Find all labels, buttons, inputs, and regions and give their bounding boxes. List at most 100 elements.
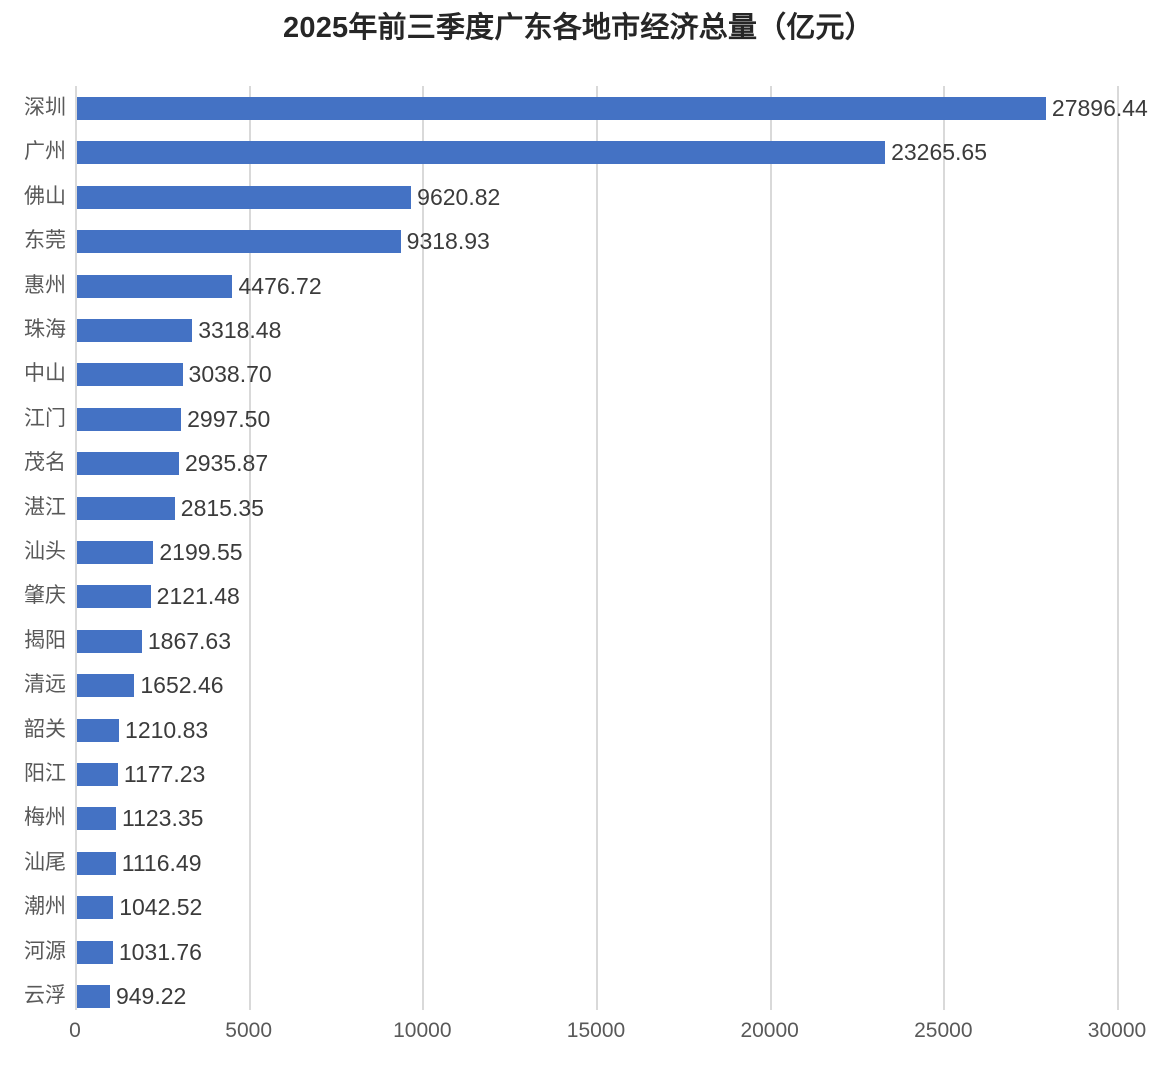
gridline-30000 bbox=[1117, 86, 1119, 1010]
category-label: 广州 bbox=[24, 140, 66, 164]
bar-value-label: 1210.83 bbox=[125, 716, 209, 743]
bar-value-label: 1031.76 bbox=[118, 938, 202, 965]
bar[interactable] bbox=[77, 585, 151, 609]
bar[interactable] bbox=[77, 363, 183, 387]
bar[interactable] bbox=[77, 629, 142, 653]
bar[interactable] bbox=[77, 274, 233, 298]
bar-value-label: 1042.52 bbox=[119, 894, 203, 921]
bar-value-label: 1867.63 bbox=[147, 627, 231, 654]
category-label: 汕头 bbox=[24, 540, 66, 563]
bar-row: 佛山 9620.82 bbox=[0, 175, 1157, 219]
bar-row: 潮州 1042.52 bbox=[0, 885, 1157, 929]
gridline-15000 bbox=[596, 86, 598, 1010]
gridline-5000 bbox=[248, 86, 251, 1010]
bar[interactable] bbox=[77, 541, 154, 564]
bar-value-label: 2815.35 bbox=[180, 494, 264, 521]
bar[interactable] bbox=[77, 319, 193, 342]
category-label: 河源 bbox=[24, 939, 66, 963]
bar-value-label: 1116.49 bbox=[121, 849, 202, 876]
bar[interactable] bbox=[77, 896, 114, 920]
bar-value-label: 2997.50 bbox=[187, 405, 271, 432]
bar[interactable] bbox=[77, 407, 182, 431]
category-label: 肇庆 bbox=[24, 584, 66, 608]
x-tick-label: 5000 bbox=[225, 1019, 273, 1042]
bar[interactable] bbox=[77, 141, 886, 165]
category-label: 深圳 bbox=[24, 96, 66, 119]
gridline-0 bbox=[75, 86, 77, 1010]
bar-row: 韶关 1210.83 bbox=[0, 708, 1157, 752]
x-tick-label: 15000 bbox=[566, 1019, 626, 1042]
category-label: 惠州 bbox=[24, 273, 66, 297]
bar-value-label: 9620.82 bbox=[417, 183, 501, 210]
bar-value-label: 3318.48 bbox=[198, 317, 282, 343]
x-tick-label: 20000 bbox=[740, 1019, 799, 1042]
category-label: 韶关 bbox=[24, 717, 66, 741]
category-label: 汕尾 bbox=[24, 850, 66, 874]
bar-row: 汕头 2199.55 bbox=[0, 530, 1157, 574]
bar-row: 揭阳 1867.63 bbox=[0, 619, 1157, 663]
category-label: 中山 bbox=[24, 362, 66, 386]
category-label: 潮州 bbox=[24, 895, 66, 919]
bar[interactable] bbox=[77, 185, 412, 209]
chart-title: 2025年前三季度广东各地市经济总量（亿元） bbox=[283, 12, 874, 44]
bar-row: 惠州 4476.72 bbox=[0, 264, 1157, 308]
bar-value-label: 2935.87 bbox=[184, 450, 269, 477]
bar-row: 梅州 1123.35 bbox=[0, 796, 1157, 840]
bar[interactable] bbox=[77, 718, 120, 742]
bar-row: 东莞 9318.93 bbox=[0, 219, 1157, 263]
bar-row: 肇庆 2121.48 bbox=[0, 574, 1157, 618]
bar-value-label: 23265.65 bbox=[891, 139, 988, 166]
bar-row: 清远 1652.46 bbox=[0, 663, 1157, 707]
bar[interactable] bbox=[77, 230, 401, 254]
bar[interactable] bbox=[77, 807, 117, 831]
x-tick-label: 10000 bbox=[393, 1019, 452, 1042]
bar-row: 深圳 27896.44 bbox=[0, 86, 1157, 130]
bar[interactable] bbox=[77, 496, 175, 520]
bar-row: 阳江 1177.23 bbox=[0, 752, 1157, 796]
bar-row: 江门 2997.50 bbox=[0, 397, 1157, 441]
bar-row: 河源 1031.76 bbox=[0, 930, 1157, 974]
category-label: 佛山 bbox=[24, 184, 66, 208]
bar-value-label: 2199.55 bbox=[159, 539, 243, 565]
category-label: 珠海 bbox=[24, 318, 66, 341]
bar-value-label: 2121.48 bbox=[156, 583, 240, 610]
category-label: 揭阳 bbox=[24, 628, 66, 652]
x-tick-label: 25000 bbox=[914, 1019, 973, 1042]
bar-rows-group: 深圳 27896.44 广州 23265.65 佛山 9620.82 东莞 9318.93 惠州… bbox=[0, 86, 1157, 1010]
bar[interactable] bbox=[77, 97, 1046, 120]
bar-value-label: 1123.35 bbox=[122, 805, 204, 832]
category-label: 云浮 bbox=[24, 984, 66, 1007]
category-label: 梅州 bbox=[24, 806, 66, 830]
category-label: 清远 bbox=[24, 673, 66, 697]
bar[interactable] bbox=[77, 851, 116, 875]
bar-row: 湛江 2815.35 bbox=[0, 486, 1157, 530]
bar-row: 中山 3038.70 bbox=[0, 352, 1157, 396]
bar-value-label: 27896.44 bbox=[1051, 95, 1148, 121]
x-tick-label: 0 bbox=[69, 1019, 81, 1042]
bar-row: 珠海 3318.48 bbox=[0, 308, 1157, 352]
x-tick-label: 30000 bbox=[1087, 1019, 1147, 1042]
bar-value-label: 1177.23 bbox=[123, 761, 206, 787]
bar[interactable] bbox=[77, 763, 118, 786]
x-axis-tick-labels: 0 5000 10000 15000 20000 25000 30000 bbox=[0, 1014, 1157, 1054]
plot-area bbox=[75, 86, 1119, 1010]
bar-row: 广州 23265.65 bbox=[0, 130, 1157, 174]
category-label: 阳江 bbox=[24, 762, 66, 785]
bar-value-label: 3038.70 bbox=[188, 361, 272, 388]
category-label: 茂名 bbox=[24, 451, 66, 475]
bar-value-label: 949.22 bbox=[115, 983, 187, 1009]
bar[interactable] bbox=[77, 985, 110, 1008]
category-label: 湛江 bbox=[24, 495, 66, 519]
bar[interactable] bbox=[77, 452, 179, 476]
gridline-20000 bbox=[769, 86, 772, 1010]
gridline-10000 bbox=[422, 86, 425, 1010]
category-label: 东莞 bbox=[24, 229, 66, 253]
bar-row: 云浮 949.22 bbox=[0, 974, 1157, 1018]
bar-value-label: 9318.93 bbox=[406, 228, 490, 255]
bar-value-label: 4476.72 bbox=[238, 272, 322, 299]
bar[interactable] bbox=[77, 674, 135, 698]
bar[interactable] bbox=[77, 940, 113, 964]
gridline-25000 bbox=[943, 86, 946, 1010]
bar-row: 汕尾 1116.49 bbox=[0, 841, 1157, 885]
